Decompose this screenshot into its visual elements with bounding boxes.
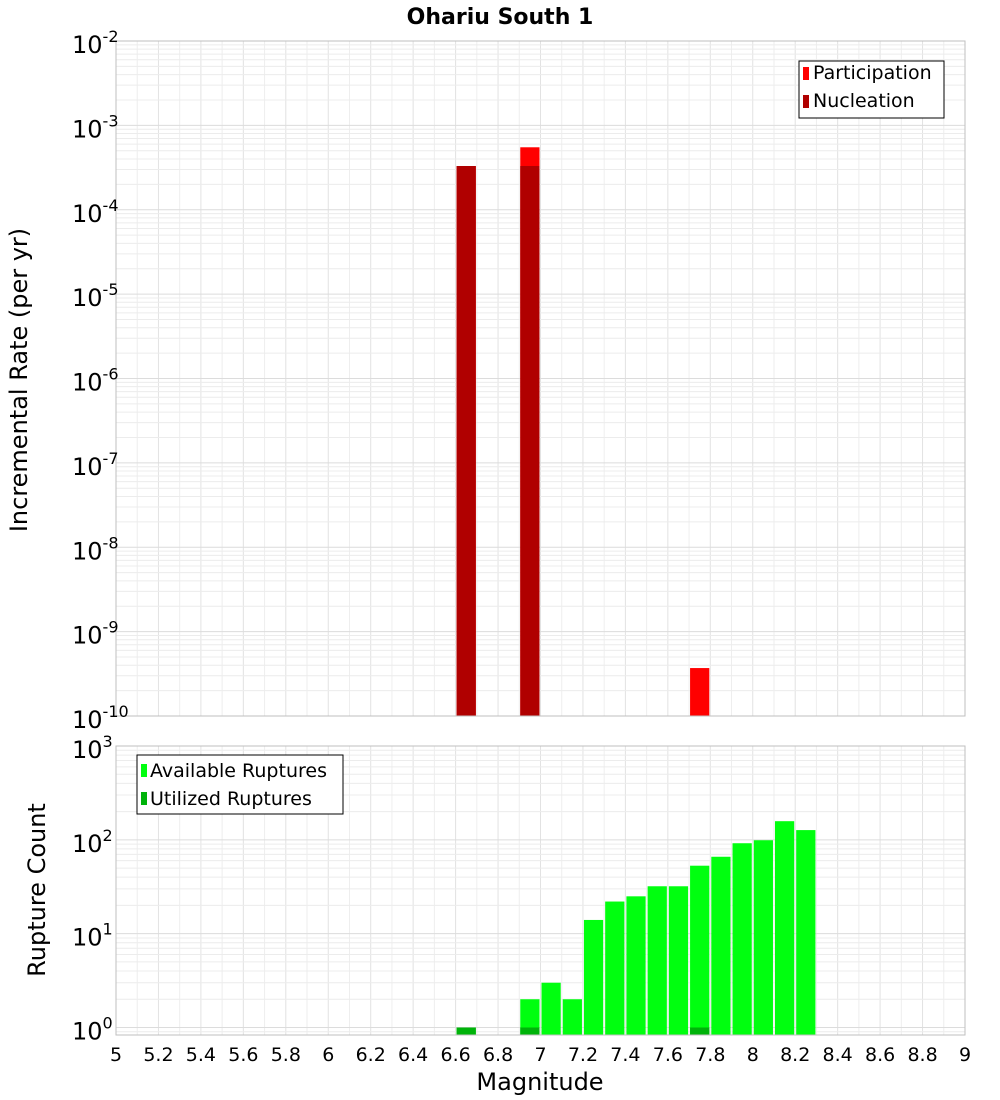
x-tick-label: 6.2 [356, 1044, 386, 1066]
x-tick-label: 8 [747, 1044, 759, 1066]
x-tick-label: 6 [322, 1044, 334, 1066]
chart-title: Ohariu South 1 [407, 5, 594, 30]
legend-swatch-participation [803, 67, 809, 80]
x-tick-label: 7.2 [568, 1044, 598, 1066]
x-tick-label: 7.8 [695, 1044, 725, 1066]
bottom-panel-legend: Available Ruptures Utilized Ruptures [136, 754, 344, 815]
top-bar-nucleation [520, 166, 540, 717]
bottom-bar-available-ruptures [605, 901, 625, 1035]
y-tick-label: 10-2 [72, 27, 119, 59]
x-axis-ticks: 5 5.2 5.4 5.6 5.8 6 6.2 6.4 6.6 6.8 7 7.2 7.4 7.6 7.8 8… [110, 1044, 971, 1066]
x-tick-label: 6.6 [440, 1044, 470, 1066]
y-tick-label: 10-5 [72, 280, 119, 312]
legend-label-participation: Participation [813, 62, 932, 84]
x-tick-label: 9 [959, 1044, 971, 1066]
x-tick-label: 8.4 [823, 1044, 853, 1066]
x-tick-label: 5 [110, 1044, 122, 1066]
bottom-panel-grid [115, 746, 966, 1035]
y-tick-label: 10-4 [72, 196, 119, 228]
x-tick-label: 8.2 [780, 1044, 810, 1066]
bottom-bar-available-ruptures [668, 886, 689, 1035]
bottom-panel-frame [115, 745, 966, 1036]
x-tick-label: 7.4 [610, 1044, 640, 1066]
x-axis-label: Magnitude [476, 1068, 603, 1096]
x-tick-label: 6.4 [398, 1044, 428, 1066]
bottom-bar-available-ruptures [690, 865, 710, 1035]
bottom-bar-available-ruptures [711, 856, 731, 1035]
bottom-panel-y-axis-label: Rupture Count [23, 803, 51, 977]
top-panel-grid [115, 41, 966, 717]
legend-label-available: Available Ruptures [150, 760, 327, 782]
top-panel-y-axis-label: Incremental Rate (per yr) [5, 228, 33, 532]
bottom-bar-utilized-ruptures [690, 1027, 710, 1035]
x-tick-label: 7.6 [653, 1044, 683, 1066]
x-tick-label: 5.8 [271, 1044, 301, 1066]
top-bar-nucleation [456, 166, 476, 717]
bottom-bar-available-ruptures [774, 821, 795, 1035]
bottom-bar-available-ruptures [583, 919, 604, 1035]
x-tick-label: 8.6 [865, 1044, 895, 1066]
y-tick-label: 100 [72, 1013, 113, 1045]
top-panel-legend: Participation Nucleation [798, 60, 945, 119]
top-bar-participation [690, 668, 710, 716]
x-tick-label: 5.2 [143, 1044, 173, 1066]
x-tick-label: 5.6 [228, 1044, 258, 1066]
y-tick-label: 103 [72, 732, 113, 764]
legend-label-utilized: Utilized Ruptures [150, 788, 312, 810]
top-panel-bars [456, 147, 710, 717]
legend-label-nucleation: Nucleation [813, 90, 915, 112]
y-tick-label: 10-3 [72, 111, 119, 143]
x-tick-label: 5.4 [186, 1044, 216, 1066]
y-tick-label: 10-10 [72, 702, 129, 734]
legend-swatch-available [141, 764, 147, 777]
y-tick-label: 10-8 [72, 533, 119, 565]
legend-frame [136, 754, 344, 815]
bottom-bar-available-ruptures [541, 982, 561, 1035]
bottom-bar-available-ruptures [520, 999, 540, 1035]
y-tick-label: 10-9 [72, 618, 119, 650]
bottom-panel-bars [456, 821, 816, 1035]
bottom-bar-available-ruptures [732, 843, 752, 1035]
bottom-bar-available-ruptures [647, 886, 667, 1035]
legend-swatch-utilized [141, 792, 147, 805]
y-tick-label: 101 [72, 920, 113, 952]
bottom-bar-utilized-ruptures [520, 1027, 540, 1035]
x-tick-label: 8.8 [907, 1044, 937, 1066]
legend-swatch-nucleation [803, 95, 809, 108]
x-tick-label: 7 [534, 1044, 546, 1066]
bottom-bar-available-ruptures [562, 999, 582, 1035]
bottom-bar-utilized-ruptures [456, 1027, 476, 1035]
y-tick-label: 10-6 [72, 365, 119, 397]
y-tick-label: 10-7 [72, 449, 119, 481]
bottom-panel-y-ticks: 103 102 101 100 [72, 732, 113, 1045]
y-tick-label: 102 [72, 826, 113, 858]
bottom-bar-available-ruptures [796, 830, 816, 1035]
x-tick-label: 6.8 [483, 1044, 513, 1066]
top-panel-frame [115, 40, 966, 717]
legend-frame [798, 60, 945, 119]
bottom-bar-available-ruptures [753, 840, 773, 1035]
top-panel-y-ticks: 10-2 10-3 10-4 10-5 10-6 10-7 10-8 10-9 10-10 [72, 27, 129, 734]
bottom-bar-available-ruptures [626, 896, 646, 1035]
